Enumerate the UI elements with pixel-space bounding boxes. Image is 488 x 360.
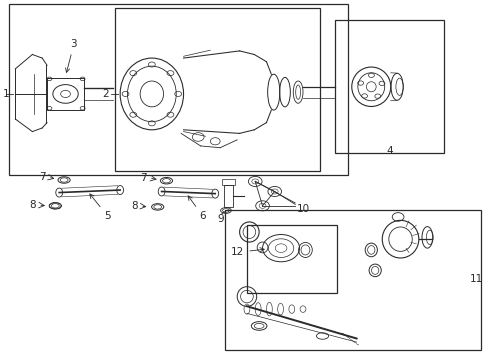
- Text: 8: 8: [29, 200, 36, 210]
- Text: 3: 3: [65, 39, 77, 72]
- Text: 12: 12: [231, 247, 264, 257]
- Bar: [9, 4, 347, 175]
- Bar: [334, 21, 444, 153]
- Text: 7: 7: [39, 172, 45, 182]
- Bar: [246, 225, 336, 293]
- Bar: [221, 179, 235, 185]
- Bar: [115, 8, 320, 171]
- Text: 6: 6: [188, 196, 206, 221]
- Bar: [224, 185, 232, 207]
- Bar: [224, 211, 480, 350]
- Text: 2: 2: [102, 89, 109, 99]
- Text: 10: 10: [297, 204, 310, 214]
- Text: 8: 8: [131, 201, 138, 211]
- Text: 4: 4: [385, 146, 392, 156]
- Text: 7: 7: [140, 173, 147, 183]
- Text: 1: 1: [3, 89, 10, 99]
- Text: 9: 9: [217, 211, 225, 224]
- Text: 5: 5: [90, 194, 111, 221]
- Bar: [47, 78, 83, 110]
- Text: 11: 11: [469, 274, 483, 284]
